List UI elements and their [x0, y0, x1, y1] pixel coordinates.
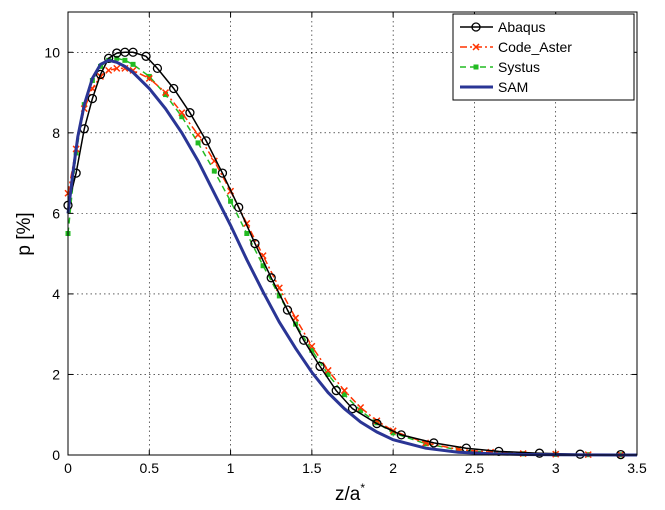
data-point: [234, 202, 244, 212]
data-point: [179, 114, 185, 120]
data-point: [146, 73, 152, 79]
legend-marker: [471, 22, 481, 32]
data-point: [169, 83, 179, 94]
data-point: [244, 231, 250, 236]
data-point: [340, 387, 348, 395]
data-point: [260, 263, 266, 269]
x-tick-label: 0: [64, 460, 72, 476]
legend-label: Code_Aster: [498, 39, 572, 55]
data-point: [276, 293, 282, 299]
data-point: [308, 342, 316, 350]
legend-label: Abaqus: [498, 19, 545, 35]
x-tick-label: 1: [227, 460, 235, 476]
legend-entry: Abaqus: [460, 19, 545, 35]
data-point: [210, 157, 218, 165]
data-point: [195, 140, 201, 146]
legend-box: [452, 13, 635, 101]
data-point: [185, 108, 195, 118]
data-point: [390, 430, 396, 436]
data-point: [357, 403, 365, 412]
x-tick-label: 0.5: [140, 460, 160, 476]
data-point: [130, 61, 136, 67]
data-point: [331, 385, 341, 396]
data-point: [228, 198, 234, 204]
series-abaqus: [63, 47, 626, 460]
x-tick-label: 3.5: [627, 460, 647, 476]
legend-marker: [472, 43, 480, 51]
data-point: [266, 273, 276, 283]
x-axis-label: z/a*: [335, 481, 365, 505]
data-point: [114, 55, 120, 61]
y-tick-label: 6: [52, 205, 60, 221]
data-point: [372, 418, 382, 429]
data-point: [324, 366, 332, 374]
data-point: [122, 57, 128, 63]
legend: Abaqus Code_Aster Systus SAM: [452, 13, 635, 101]
data-point: [152, 63, 163, 74]
data-point: [103, 53, 114, 63]
data-point: [429, 438, 439, 448]
data-point: [325, 371, 331, 377]
data-point: [250, 238, 260, 249]
y-tick-label: 10: [44, 44, 60, 60]
data-point: [178, 109, 186, 117]
y-axis-label: p [%]: [14, 212, 35, 255]
y-tick-label: 8: [52, 125, 60, 141]
data-point: [347, 404, 358, 414]
legend-marker: [473, 64, 479, 70]
data-point: [162, 89, 170, 97]
axis-ticks: 0 0.5 1 1.5 2 2.5 3 3.5 0 2 4 6 8 10: [44, 12, 647, 476]
legend-label: Systus: [498, 59, 540, 75]
data-point: [113, 64, 121, 72]
y-tick-label: 4: [52, 286, 60, 302]
legend-entry: Systus: [460, 59, 540, 75]
data-point: [87, 93, 98, 104]
x-tick-label: 2.5: [465, 460, 485, 476]
legend-label: SAM: [498, 79, 528, 95]
data-point: [163, 92, 169, 98]
series-line: [67, 51, 621, 456]
data-point: [194, 131, 202, 139]
data-point: [128, 47, 138, 57]
data-point: [217, 168, 228, 178]
data-point: [309, 347, 315, 353]
data-point: [282, 305, 293, 315]
data-point: [145, 74, 153, 82]
x-tick-label: 2: [389, 460, 397, 476]
data-point: [105, 66, 113, 74]
data-point: [211, 168, 217, 174]
data-point: [201, 136, 211, 146]
y-tick-label: 0: [52, 447, 60, 463]
data-point: [341, 392, 347, 398]
series-line: [67, 67, 621, 456]
x-tick-label: 1.5: [302, 460, 322, 476]
y-tick-label: 2: [52, 366, 60, 382]
plot-frame: [67, 11, 638, 456]
data-point: [315, 361, 325, 372]
data-point: [299, 335, 309, 345]
data-point: [141, 51, 151, 61]
series-layer: [63, 47, 637, 460]
data-point: [396, 430, 406, 440]
data-point: [95, 69, 106, 80]
legend-entry: SAM: [460, 79, 528, 95]
data-point: [358, 408, 364, 414]
legend-entry: Code_Aster: [460, 39, 572, 55]
x-tick-label: 3: [552, 460, 560, 476]
